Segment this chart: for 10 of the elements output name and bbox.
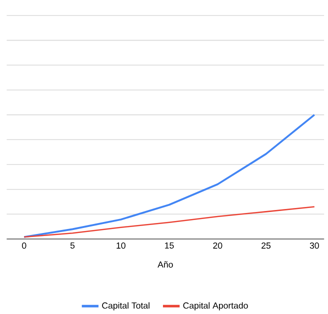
- x-tick-label: 30: [310, 242, 319, 249]
- x-axis-title: Año: [158, 261, 173, 268]
- legend-label: Capital Total: [102, 302, 150, 310]
- x-tick-label: 10: [116, 242, 126, 249]
- legend-label: Capital Aportado: [183, 302, 248, 310]
- x-tick-label: 20: [213, 242, 222, 249]
- x-tick-label: 25: [262, 242, 271, 249]
- x-tick-label: 15: [165, 242, 174, 249]
- x-tick-label: 0: [22, 242, 26, 249]
- x-tick-label: 5: [70, 242, 75, 249]
